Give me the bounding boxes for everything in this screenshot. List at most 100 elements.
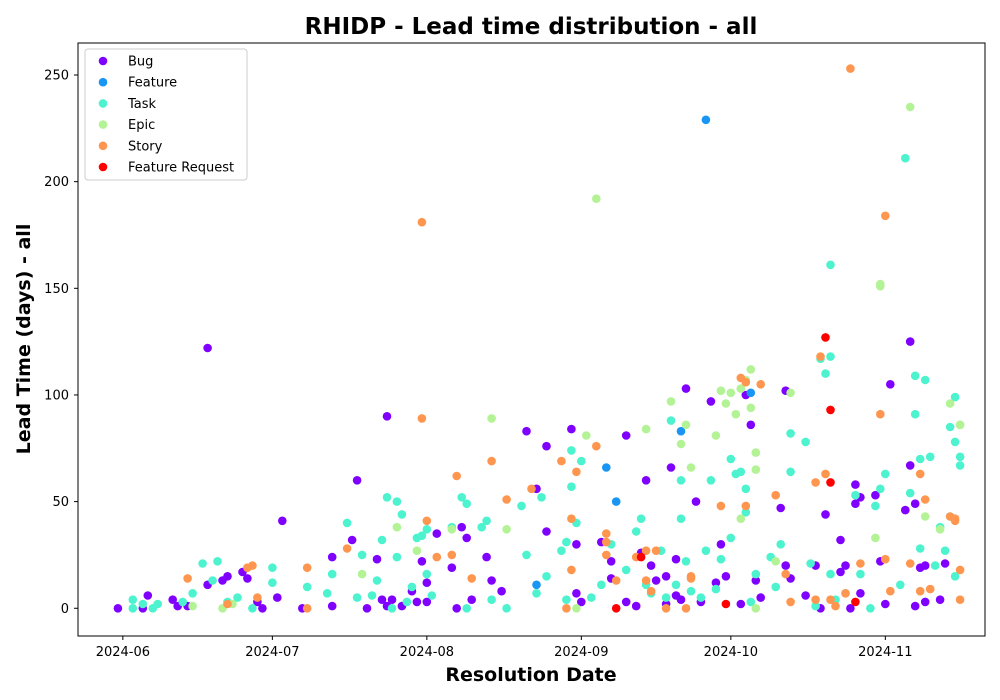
- data-point-bug-71: [716, 540, 726, 549]
- y-axis-label: Lead Time (days) - all: [13, 224, 35, 455]
- data-point-task-41: [482, 516, 491, 526]
- data-point-task-90: [801, 437, 810, 447]
- data-point-bug-37: [462, 533, 472, 543]
- data-point-epic-13: [666, 397, 676, 406]
- data-point-epic-19: [721, 399, 731, 408]
- legend-marker-feature: [98, 77, 108, 87]
- data-point-task-112: [915, 544, 925, 553]
- data-point-story-22: [592, 441, 601, 451]
- data-point-task-82: [741, 484, 751, 494]
- data-point-epic-3: [357, 569, 367, 579]
- data-point-task-115: [930, 561, 940, 570]
- data-point-task-77: [726, 533, 736, 543]
- data-point-story-26: [611, 576, 621, 585]
- data-point-task-51: [562, 595, 571, 604]
- data-point-story-24: [602, 537, 611, 547]
- data-point-feature-request-0: [611, 604, 621, 613]
- data-point-bug-17: [327, 552, 337, 562]
- y-tick-label-3: 150: [44, 282, 69, 297]
- data-point-task-60: [631, 527, 641, 536]
- data-point-epic-30: [771, 557, 780, 566]
- data-point-task-70: [681, 557, 691, 566]
- data-point-bug-75: [746, 420, 756, 430]
- data-point-feature-4: [746, 388, 756, 398]
- legend-label-story: Story: [128, 139, 163, 154]
- data-point-task-18: [342, 518, 352, 528]
- data-point-task-113: [920, 375, 930, 385]
- data-point-bug-54: [621, 597, 631, 607]
- y-tick-label-1: 50: [52, 495, 69, 510]
- data-point-epic-10: [582, 431, 591, 440]
- data-point-task-110: [910, 409, 920, 419]
- data-point-bug-33: [432, 529, 442, 538]
- data-point-bug-42: [522, 426, 531, 436]
- data-point-bug-40: [487, 576, 496, 585]
- legend-marker-epic: [98, 120, 108, 129]
- data-point-feature-request-4: [826, 405, 835, 415]
- data-point-bug-87: [836, 567, 845, 577]
- data-point-task-123: [955, 461, 965, 470]
- data-point-bug-78: [776, 503, 785, 513]
- data-point-story-64: [955, 565, 965, 575]
- chart-title: RHIDP - Lead time distribution - all: [305, 14, 758, 40]
- data-point-bug-65: [676, 595, 686, 604]
- data-point-story-49: [841, 589, 850, 598]
- data-point-story-8: [417, 217, 427, 227]
- data-point-story-54: [881, 554, 890, 564]
- data-point-task-118: [945, 422, 955, 432]
- data-point-bug-41: [497, 586, 506, 596]
- data-point-bug-49: [577, 597, 586, 607]
- data-point-task-95: [826, 260, 835, 270]
- data-point-bug-57: [641, 476, 651, 485]
- data-point-bug-47: [572, 589, 581, 598]
- data-point-story-53: [881, 211, 890, 221]
- data-point-task-117: [940, 546, 950, 555]
- data-point-task-35: [427, 591, 437, 600]
- data-point-bug-35: [452, 604, 462, 613]
- data-point-task-24: [382, 493, 392, 502]
- data-point-epic-0: [188, 601, 197, 611]
- data-point-task-27: [392, 552, 402, 562]
- data-point-task-25: [387, 604, 397, 613]
- data-point-task-44: [517, 501, 526, 511]
- data-point-task-104: [876, 484, 885, 494]
- x-tick-label-0: 2024-06: [96, 645, 150, 660]
- data-point-epic-17: [711, 431, 721, 440]
- data-point-task-39: [462, 604, 472, 613]
- data-point-task-66: [666, 416, 676, 425]
- data-point-task-97: [826, 569, 835, 579]
- data-point-story-66: [811, 478, 820, 487]
- data-point-feature-3: [701, 115, 711, 125]
- data-point-bug-100: [905, 461, 915, 470]
- data-point-story-41: [771, 490, 780, 500]
- data-point-bug-9: [223, 572, 232, 581]
- data-point-story-0: [183, 574, 192, 583]
- data-point-epic-4: [392, 522, 402, 532]
- data-point-bug-31: [422, 578, 432, 587]
- legend-label-epic: Epic: [128, 118, 155, 133]
- data-point-story-59: [920, 495, 930, 504]
- data-point-bug-97: [886, 380, 895, 389]
- data-point-story-57: [915, 586, 925, 596]
- data-point-story-29: [641, 576, 651, 585]
- data-point-task-4: [153, 599, 162, 609]
- data-point-feature-request-1: [636, 552, 646, 562]
- data-point-feature-request-2: [721, 599, 731, 609]
- data-point-task-30: [407, 582, 417, 592]
- x-tick-label-4: 2024-10: [704, 645, 758, 660]
- data-point-task-57: [597, 580, 606, 590]
- data-point-task-89: [786, 467, 795, 477]
- data-point-epic-27: [751, 448, 761, 457]
- data-point-bug-24: [382, 412, 392, 421]
- data-point-task-34: [422, 569, 432, 579]
- data-point-task-2: [138, 599, 148, 609]
- data-point-bug-30: [417, 557, 427, 566]
- data-point-task-37: [457, 493, 467, 502]
- data-point-feature-request-3: [821, 333, 830, 342]
- data-point-bug-99: [905, 337, 915, 346]
- data-point-bug-96: [881, 599, 890, 609]
- data-point-task-42: [487, 595, 496, 604]
- data-point-task-105: [881, 469, 890, 479]
- y-tick-label-2: 100: [44, 388, 69, 403]
- data-point-bug-107: [940, 559, 950, 568]
